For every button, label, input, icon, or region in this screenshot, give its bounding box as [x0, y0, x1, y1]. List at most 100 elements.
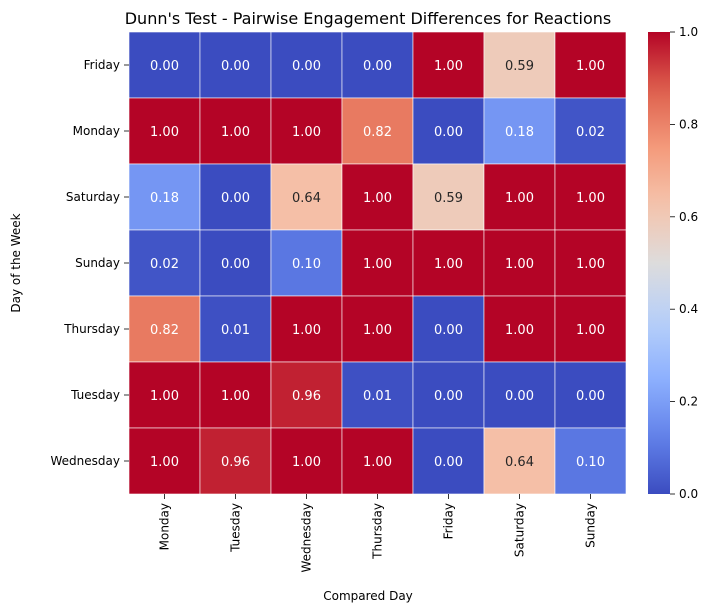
cell-value-label: 1.00 [576, 191, 605, 206]
cell-value-label: 0.00 [576, 389, 605, 404]
cell-value-label: 0.02 [576, 125, 605, 140]
x-tick-label: Monday [158, 503, 172, 550]
cell-value-label: 0.00 [434, 455, 463, 470]
heatmap-cell [199, 31, 272, 99]
heatmap-cell [199, 163, 272, 231]
cell-value-label: 1.00 [150, 389, 179, 404]
cell-value-label: 1.00 [363, 323, 392, 338]
cell-value-label: 1.00 [363, 455, 392, 470]
x-tick-label: Tuesday [229, 503, 243, 553]
cell-value-label: 1.00 [292, 125, 321, 140]
cell-value-label: 0.10 [292, 257, 321, 272]
heatmap-cell [554, 361, 627, 429]
heatmap-cell [270, 163, 343, 231]
heatmap-cell [128, 163, 201, 231]
heatmap-cell [483, 163, 556, 231]
cell-value-label: 0.00 [505, 389, 534, 404]
heatmap-cell [199, 361, 272, 429]
heatmap-cell [483, 229, 556, 297]
cell-value-label: 1.00 [150, 455, 179, 470]
cell-value-label: 0.00 [434, 389, 463, 404]
cell-value-label: 0.00 [363, 59, 392, 74]
cell-value-label: 1.00 [434, 257, 463, 272]
heatmap-cell [412, 31, 485, 99]
cell-value-label: 0.00 [292, 59, 321, 74]
heatmap-cell [554, 295, 627, 363]
heatmap-cell [483, 427, 556, 495]
heatmap-cell [199, 229, 272, 297]
cell-value-label: 0.00 [221, 191, 250, 206]
y-tick-label: Sunday [75, 256, 120, 270]
heatmap-cell [554, 229, 627, 297]
cell-value-label: 0.82 [363, 125, 392, 140]
cell-value-label: 0.00 [150, 59, 179, 74]
cell-value-label: 1.00 [221, 125, 250, 140]
cell-value-label: 1.00 [576, 257, 605, 272]
cell-value-label: 0.18 [505, 125, 534, 140]
y-axis-ticks: Friday Monday Saturday Sunday Thursday Tuesda… [51, 58, 129, 468]
heatmap-cell [128, 427, 201, 495]
x-tick-label: Friday [442, 503, 456, 539]
heatmap-cell [341, 31, 414, 99]
cell-value-label: 1.00 [505, 323, 534, 338]
heatmap-cell [128, 229, 201, 297]
y-axis-label: Day of the Week [9, 213, 23, 312]
colorbar [648, 32, 670, 494]
cell-value-label: 0.64 [292, 191, 321, 206]
cell-value-label: 0.59 [505, 59, 534, 74]
heatmap-cell [270, 97, 343, 165]
y-tick-label: Wednesday [51, 454, 120, 468]
heatmap-cell [270, 361, 343, 429]
cell-value-label: 0.01 [363, 389, 392, 404]
cell-value-label: 1.00 [292, 323, 321, 338]
heatmap-cell [270, 31, 343, 99]
heatmap-cell [554, 97, 627, 165]
colorbar-tick-label: 1.0 [679, 25, 698, 39]
y-tick-label: Tuesday [70, 388, 120, 402]
x-axis-ticks: Monday Tuesday Wednesday Thursday Friday Satu… [158, 494, 598, 572]
heatmap-cell [128, 295, 201, 363]
heatmap-cell [128, 31, 201, 99]
x-tick-label: Saturday [513, 503, 527, 557]
heatmap-cell [341, 163, 414, 231]
cell-value-label: 0.59 [434, 191, 463, 206]
cell-value-label: 0.00 [434, 125, 463, 140]
y-tick-label: Saturday [66, 190, 120, 204]
heatmap-cell [270, 295, 343, 363]
cell-value-label: 1.00 [576, 323, 605, 338]
heatmap-cell [412, 427, 485, 495]
heatmap-cell [412, 97, 485, 165]
heatmap-cell [483, 31, 556, 99]
heatmap-cell [412, 361, 485, 429]
heatmap-cell [128, 97, 201, 165]
heatmap-cell [341, 427, 414, 495]
cell-value-label: 1.00 [363, 191, 392, 206]
colorbar-ticks: 0.0 0.2 0.4 0.6 0.8 1.0 [670, 25, 698, 501]
heatmap-cell [554, 427, 627, 495]
cell-value-label: 0.64 [505, 455, 534, 470]
colorbar-tick-label: 0.2 [679, 395, 698, 409]
y-tick-label: Friday [84, 58, 120, 72]
cell-value-label: 0.00 [221, 257, 250, 272]
x-tick-label: Sunday [584, 503, 598, 548]
heatmap-cell [128, 361, 201, 429]
colorbar-tick-label: 0.4 [679, 302, 698, 316]
colorbar-tick-label: 0.6 [679, 210, 698, 224]
cell-value-label: 0.00 [221, 59, 250, 74]
heatmap-cell [412, 163, 485, 231]
cell-value-label: 1.00 [363, 257, 392, 272]
cell-value-label: 0.00 [434, 323, 463, 338]
cell-value-label: 0.82 [150, 323, 179, 338]
heatmap-cell [341, 229, 414, 297]
cell-value-label: 0.02 [150, 257, 179, 272]
cell-value-label: 0.01 [221, 323, 250, 338]
colorbar-tick-label: 0.0 [679, 487, 698, 501]
cell-value-label: 1.00 [434, 59, 463, 74]
heatmap-cell [483, 97, 556, 165]
y-tick-label: Thursday [63, 322, 120, 336]
cell-value-label: 0.10 [576, 455, 605, 470]
cell-value-label: 1.00 [505, 191, 534, 206]
heatmap-cell [270, 427, 343, 495]
cell-value-label: 1.00 [292, 455, 321, 470]
